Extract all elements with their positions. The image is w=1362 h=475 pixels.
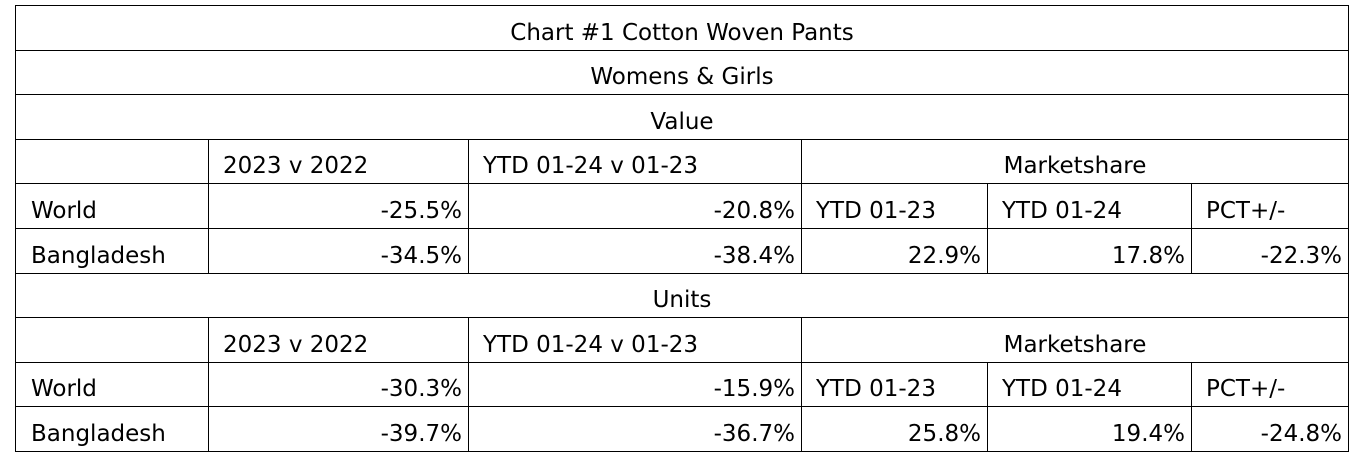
section-header-row: Units [14,272,1350,319]
section-title-units: Units [14,272,1350,319]
cell-2023-v-2022: -25.5% [208,183,469,229]
title-row: Chart #1 Cotton Woven Pants [14,5,1350,51]
cell-2023-v-2022: -30.3% [208,361,469,408]
header-2023-v-2022: 2023 v 2022 [208,138,469,185]
subtitle-row: Womens & Girls [14,49,1350,96]
data-table: Chart #1 Cotton Woven Pants Womens & Gir… [14,5,1350,452]
cell-2023-v-2022: -39.7% [208,406,469,452]
cell-ytd-change: -38.4% [468,227,802,274]
subheader-ytd-01-23: YTD 01-23 [801,183,988,229]
subheader-ytd-01-23: YTD 01-23 [801,361,988,408]
cell-ytd-change: -36.7% [468,406,802,452]
section-title-value: Value [14,94,1350,140]
row-label-bangladesh: Bangladesh [15,227,209,274]
cell-ytd-change: -15.9% [468,361,802,408]
table-row: World -25.5% -20.8% YTD 01-23 YTD 01-24 … [15,183,1350,229]
cell-pct-change: -24.8% [1190,406,1350,452]
cell-2023-v-2022: -34.5% [208,227,469,274]
cell-share-ytd-01-24: 17.8% [987,227,1192,274]
cell-pct-change: -22.3% [1190,227,1350,274]
empty-header-cell [15,138,209,185]
empty-header-cell [15,317,209,363]
row-label-world: World [15,183,209,229]
row-label-bangladesh: Bangladesh [15,406,209,452]
subheader-pct-change: PCT+/- [1190,183,1350,229]
section-header-row: Value [14,94,1350,140]
column-header-row: 2023 v 2022 YTD 01-24 v 01-23 Marketshar… [15,138,1350,185]
header-ytd-change: YTD 01-24 v 01-23 [468,138,802,185]
header-marketshare: Marketshare [800,317,1350,363]
subheader-pct-change: PCT+/- [1190,361,1350,408]
table-title: Chart #1 Cotton Woven Pants [14,5,1350,51]
table-row: Bangladesh -34.5% -38.4% 22.9% 17.8% -22… [15,227,1350,274]
cell-share-ytd-01-24: 19.4% [987,406,1192,452]
table-row: Bangladesh -39.7% -36.7% 25.8% 19.4% -24… [15,406,1350,452]
cell-share-ytd-01-23: 22.9% [801,227,988,274]
table-subtitle: Womens & Girls [14,49,1350,96]
column-header-row: 2023 v 2022 YTD 01-24 v 01-23 Marketshar… [15,317,1350,363]
header-2023-v-2022: 2023 v 2022 [208,317,469,363]
table-row: World -30.3% -15.9% YTD 01-23 YTD 01-24 … [15,361,1350,408]
row-label-world: World [15,361,209,408]
subheader-ytd-01-24: YTD 01-24 [987,183,1192,229]
header-marketshare: Marketshare [800,138,1350,185]
header-ytd-change: YTD 01-24 v 01-23 [468,317,802,363]
subheader-ytd-01-24: YTD 01-24 [987,361,1192,408]
cell-share-ytd-01-23: 25.8% [801,406,988,452]
cell-ytd-change: -20.8% [468,183,802,229]
